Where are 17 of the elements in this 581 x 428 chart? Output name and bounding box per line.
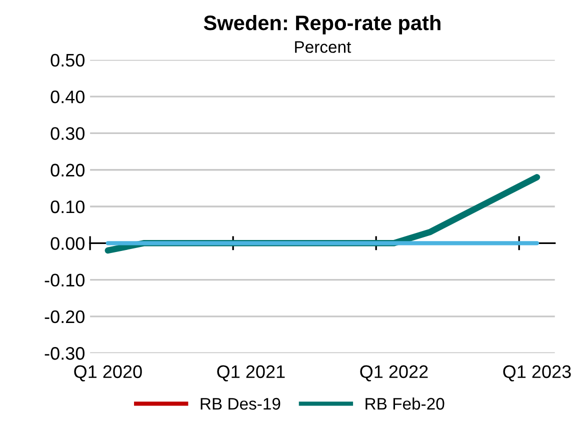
legend-label: RB Des-19 <box>200 398 280 410</box>
y-tick-label: -0.20 <box>44 310 84 324</box>
x-tick-label: Q1 2021 <box>217 365 285 382</box>
legend-label: RB Feb-20 <box>366 397 444 410</box>
y-tick-label: -0.10 <box>44 274 84 287</box>
y-tick-label: 0.10 <box>50 200 84 214</box>
y-tick-label: 0.50 <box>50 54 84 67</box>
x-tick-label: Q1 2023 <box>503 365 571 382</box>
x-tick-label: Q1 2020 <box>74 365 142 382</box>
y-tick-label: 0.40 <box>50 90 84 104</box>
x-tick-label: Q1 2022 <box>360 365 428 382</box>
chart-title: Sweden: Repo-rate path <box>204 14 440 34</box>
y-tick-label: 0.00 <box>50 237 84 250</box>
y-tick-label: -0.30 <box>44 347 84 360</box>
y-tick-label: 0.30 <box>50 127 84 140</box>
y-tick-label: 0.20 <box>50 164 84 177</box>
chart-subtitle: Percent <box>295 41 352 53</box>
